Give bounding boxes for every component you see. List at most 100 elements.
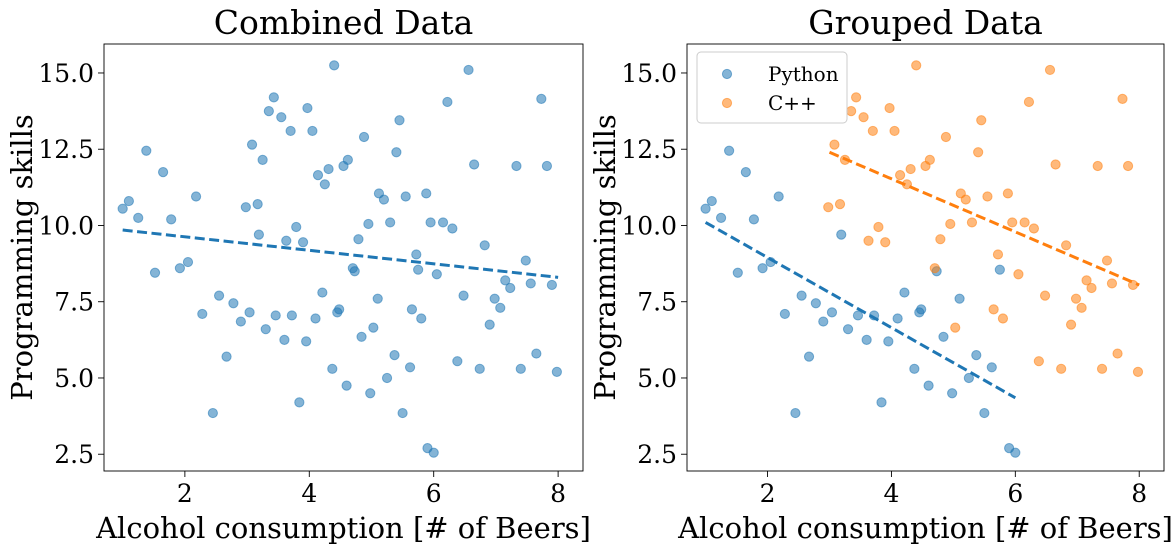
data-point — [413, 264, 424, 275]
data-point — [883, 336, 894, 347]
combined-data-panel: 2 4 6 8 2.5 5.0 7.5 10.0 12.5 15.0 Combined Data Al… — [5, 3, 591, 545]
data-point — [207, 407, 218, 419]
data-point — [979, 407, 990, 419]
data-point — [281, 235, 292, 246]
data-point — [954, 293, 965, 304]
data-point — [880, 237, 891, 248]
data-point — [1010, 447, 1021, 458]
data-point — [505, 282, 516, 294]
data-point — [909, 363, 920, 374]
x-tick-label: 8 — [1131, 479, 1147, 508]
data-point — [334, 304, 345, 315]
data-point — [276, 112, 287, 123]
data-point — [341, 380, 352, 391]
data-point — [263, 106, 274, 117]
data-point — [842, 324, 854, 335]
data-point — [182, 256, 194, 268]
data-point — [1122, 160, 1134, 172]
data-point — [899, 287, 910, 298]
data-point — [268, 92, 279, 103]
data-point — [836, 229, 847, 240]
data-point — [363, 218, 374, 230]
data-point — [796, 290, 807, 301]
data-point — [394, 115, 405, 126]
data-point — [329, 60, 340, 71]
data-point — [905, 163, 916, 175]
data-point — [823, 202, 834, 213]
y-tick-label: 5.0 — [54, 364, 94, 393]
data-point — [489, 293, 500, 304]
data-point — [515, 363, 526, 374]
data-point — [149, 267, 161, 278]
data-point — [310, 313, 321, 324]
y-axis-label: Programming skills — [588, 114, 622, 400]
y-tick-label: 7.5 — [637, 288, 677, 317]
x-tick-label: 2 — [760, 479, 776, 508]
data-point — [950, 322, 961, 333]
data-point — [302, 102, 313, 114]
data-point — [536, 93, 547, 105]
grouped-data-panel: 2 4 6 8 2.5 5.0 7.5 10.0 12.5 15.0 Grouped Data Alc… — [588, 3, 1173, 545]
data-point — [546, 279, 557, 291]
data-point — [260, 324, 271, 335]
data-point — [992, 249, 1004, 260]
trend-line — [828, 150, 1140, 287]
y-axis-label: Programming skills — [5, 114, 39, 400]
data-point — [531, 348, 542, 359]
data-point — [365, 388, 376, 399]
chart-title: Combined Data — [214, 3, 474, 42]
data-point — [270, 310, 281, 321]
data-point — [911, 60, 922, 71]
data-point — [929, 263, 940, 274]
x-tick-label: 6 — [1007, 479, 1023, 508]
data-point — [1033, 356, 1044, 367]
data-point — [988, 304, 999, 315]
data-point — [406, 304, 418, 315]
data-point — [381, 372, 393, 384]
data-point — [935, 234, 946, 245]
data-point — [1028, 223, 1040, 234]
data-point — [892, 313, 903, 324]
x-axis-label: Alcohol consumption [# of Beers] — [677, 511, 1173, 545]
data-point — [312, 170, 324, 181]
x-tick-label: 4 — [883, 479, 899, 508]
data-point — [1076, 302, 1087, 313]
data-point — [463, 64, 474, 76]
data-point — [356, 331, 367, 342]
y-tick-label: 15.0 — [621, 59, 677, 88]
data-point — [421, 188, 432, 199]
data-point — [1112, 348, 1123, 359]
data-point — [240, 202, 251, 213]
y-tick-label: 10.0 — [621, 211, 677, 240]
data-point — [976, 115, 987, 126]
data-point — [1101, 255, 1113, 266]
data-point — [123, 195, 134, 207]
data-point — [166, 214, 177, 225]
data-point — [511, 160, 522, 172]
data-point — [307, 125, 318, 137]
data-point — [327, 363, 338, 374]
data-point — [447, 223, 458, 234]
data-point — [1002, 188, 1013, 199]
legend-label: C++ — [768, 91, 817, 115]
data-point — [431, 269, 442, 280]
trend-line — [122, 228, 559, 279]
data-point — [378, 194, 390, 205]
data-point — [252, 199, 263, 210]
y-tick-label: 12.5 — [38, 135, 94, 164]
data-point — [437, 217, 449, 228]
data-point — [895, 170, 906, 181]
data-point — [779, 308, 790, 320]
data-point — [1039, 290, 1051, 301]
data-point — [297, 237, 309, 248]
legend-box — [696, 51, 848, 124]
data-point — [474, 363, 485, 374]
y-tick-label: 5.0 — [637, 364, 677, 393]
data-point — [495, 302, 506, 313]
data-point — [973, 147, 984, 158]
data-point — [525, 278, 536, 289]
data-point — [257, 154, 268, 165]
data-point — [889, 125, 900, 137]
data-point — [1081, 275, 1092, 286]
data-point — [458, 290, 469, 301]
